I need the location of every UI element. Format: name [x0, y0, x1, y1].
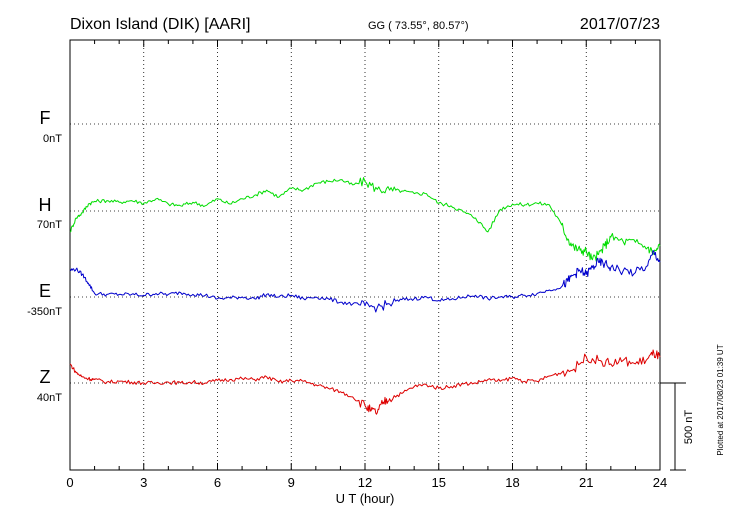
x-tick-label-3: 3 — [140, 475, 147, 490]
x-axis-label: U T (hour) — [336, 491, 395, 506]
x-tick-label-0: 0 — [66, 475, 73, 490]
trace-Z — [69, 349, 661, 415]
baseline-E: -350nT — [27, 306, 62, 318]
scale-bar-label: 500 nT — [683, 410, 695, 445]
plotted-note: Plotted at 2017/08/23 01:39 UT — [716, 344, 725, 455]
trace-E — [69, 250, 661, 313]
x-tick-label-18: 18 — [505, 475, 519, 490]
x-axis-ticks: 0 3 6 9 12 15 18 21 24 — [66, 40, 667, 490]
label-H: H — [39, 195, 52, 215]
x-tick-label-21: 21 — [579, 475, 593, 490]
station-coords: GG ( 73.55°, 80.57°) — [368, 20, 469, 32]
trace-H — [69, 177, 661, 262]
x-tick-label-12: 12 — [358, 475, 372, 490]
traces — [69, 177, 661, 415]
baseline-H: 70nT — [37, 219, 62, 231]
label-Z: Z — [40, 367, 51, 387]
baseline-Z: 40nT — [37, 392, 62, 404]
scale-bar: 500 nT — [660, 382, 695, 471]
x-tick-label-6: 6 — [214, 475, 221, 490]
label-E: E — [39, 281, 51, 301]
x-tick-label-24: 24 — [653, 475, 667, 490]
x-tick-label-9: 9 — [288, 475, 295, 490]
station-title: Dixon Island (DIK) [AARI] — [70, 16, 251, 33]
x-tick-label-15: 15 — [432, 475, 446, 490]
chart-date: 2017/07/23 — [580, 16, 660, 33]
label-F: F — [40, 108, 51, 128]
baseline-F: 0nT — [43, 133, 62, 145]
